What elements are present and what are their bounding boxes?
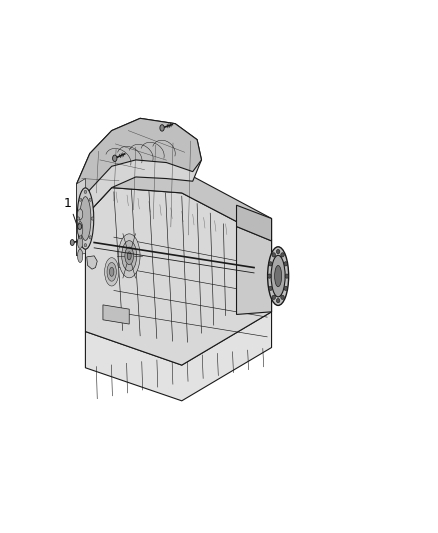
- Ellipse shape: [122, 241, 137, 271]
- Circle shape: [79, 236, 82, 239]
- Polygon shape: [77, 118, 201, 256]
- Circle shape: [281, 295, 284, 300]
- Circle shape: [89, 236, 92, 239]
- Polygon shape: [85, 166, 272, 240]
- Polygon shape: [237, 227, 272, 314]
- Circle shape: [276, 249, 280, 254]
- Ellipse shape: [70, 239, 74, 245]
- Ellipse shape: [127, 252, 131, 260]
- Ellipse shape: [160, 125, 164, 131]
- Circle shape: [84, 190, 87, 193]
- Ellipse shape: [78, 222, 83, 237]
- Ellipse shape: [113, 155, 117, 161]
- Ellipse shape: [275, 265, 282, 287]
- Circle shape: [285, 274, 289, 278]
- Circle shape: [281, 253, 284, 257]
- Ellipse shape: [78, 209, 83, 220]
- Circle shape: [89, 198, 92, 201]
- Circle shape: [84, 244, 87, 247]
- Circle shape: [268, 274, 271, 278]
- Polygon shape: [87, 256, 97, 269]
- Polygon shape: [77, 179, 85, 256]
- Text: 1: 1: [64, 197, 72, 210]
- Circle shape: [272, 253, 276, 257]
- Ellipse shape: [125, 247, 134, 265]
- Circle shape: [284, 286, 287, 290]
- Polygon shape: [103, 305, 129, 324]
- Polygon shape: [77, 118, 201, 195]
- Circle shape: [276, 298, 280, 303]
- Polygon shape: [85, 188, 272, 365]
- Ellipse shape: [105, 257, 119, 286]
- Polygon shape: [85, 312, 272, 401]
- Ellipse shape: [78, 237, 83, 248]
- Circle shape: [269, 262, 272, 266]
- Ellipse shape: [271, 255, 285, 297]
- Circle shape: [91, 217, 94, 220]
- Polygon shape: [237, 205, 272, 241]
- Circle shape: [272, 295, 276, 300]
- Circle shape: [79, 198, 82, 201]
- Ellipse shape: [110, 268, 114, 276]
- Circle shape: [77, 217, 80, 220]
- Ellipse shape: [80, 197, 91, 240]
- Circle shape: [269, 286, 272, 290]
- Ellipse shape: [78, 249, 83, 263]
- Ellipse shape: [268, 247, 289, 305]
- Circle shape: [284, 262, 287, 266]
- Ellipse shape: [77, 188, 94, 249]
- Ellipse shape: [118, 234, 140, 278]
- Ellipse shape: [78, 223, 81, 230]
- Ellipse shape: [107, 263, 117, 281]
